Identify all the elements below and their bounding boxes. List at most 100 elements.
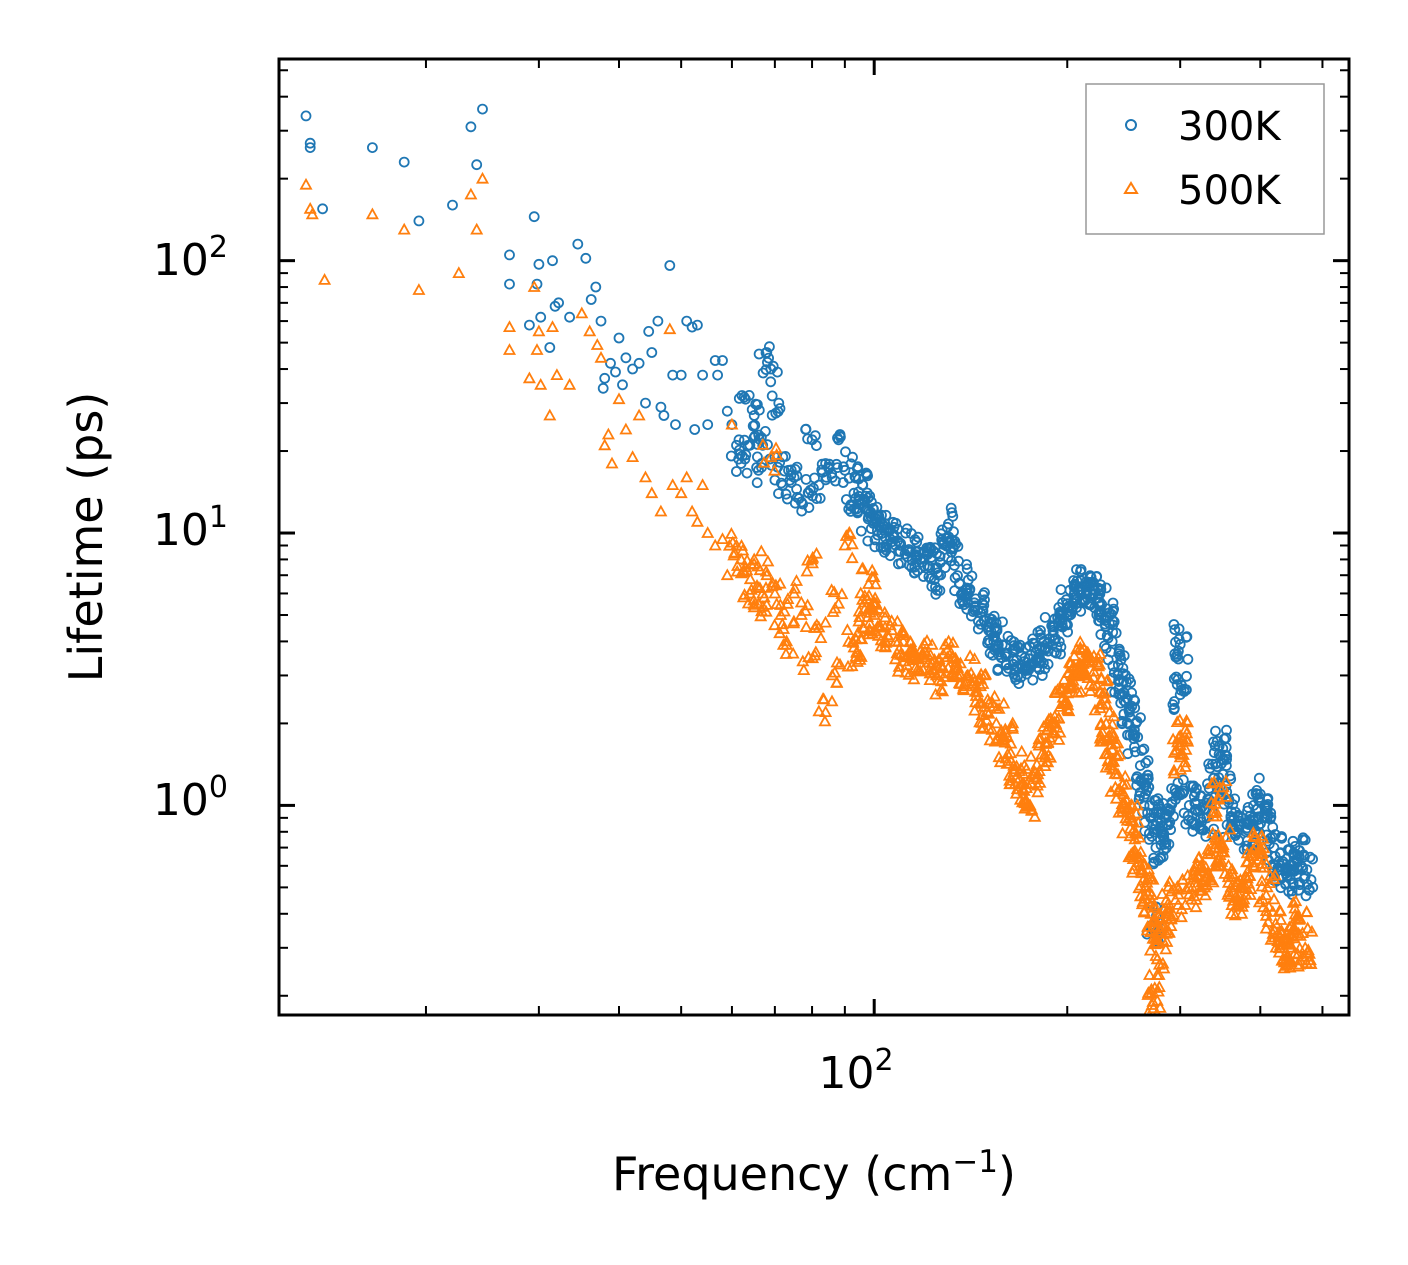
data-point [909,567,920,578]
data-point [743,572,757,585]
data-point [674,486,688,499]
data-point [1152,968,1166,980]
data-point [1293,884,1305,896]
data-point [1067,649,1081,661]
data-point [857,479,868,491]
data-point [1128,832,1142,845]
data-point [1168,619,1180,630]
data-point [830,475,841,487]
data-point [838,538,852,551]
data-point [801,598,815,611]
data-point [1137,904,1151,917]
data-point [1219,830,1233,842]
data-point [1130,798,1144,811]
data-point [832,462,843,474]
data-point [847,451,858,463]
data-point [789,463,801,475]
data-point [958,599,970,611]
data-point [1219,749,1231,761]
data-point [1159,926,1173,939]
data-point [553,297,564,309]
data-point [1035,625,1046,636]
data-point [843,527,857,540]
data-point [1074,581,1085,592]
data-point [835,431,846,443]
data-point [1182,810,1194,822]
data-point [1208,747,1220,758]
data-point [988,734,1002,747]
data-point [1143,870,1157,882]
data-point [892,642,906,655]
data-point [1176,679,1187,691]
data-point [1244,882,1258,894]
data-point [1189,893,1203,905]
data-point [733,392,745,404]
data-point [366,142,378,154]
data-point [626,450,640,462]
data-point [605,456,619,469]
data-point [535,311,547,323]
data-point [1128,843,1142,856]
data-point [1257,841,1271,854]
data-point [739,453,751,465]
data-point [1219,774,1233,786]
data-point [789,497,801,509]
data-point [741,596,755,609]
data-point [654,504,668,517]
data-point [1126,852,1140,864]
data-point [717,355,728,366]
data-point [681,315,693,327]
data-point [788,581,802,594]
data-point [545,320,560,332]
data-point [1048,685,1062,697]
data-point [1106,729,1120,742]
data-point [1211,736,1223,747]
data-point [1198,888,1213,901]
data-point [1119,811,1133,824]
data-point [880,544,892,556]
data-point [740,563,754,576]
data-point [862,577,876,589]
data-point [773,576,787,589]
data-point [1113,689,1125,700]
data-point [867,597,881,610]
data-point [850,644,864,657]
data-point [1074,685,1088,697]
data-point [1219,789,1233,802]
data-point [852,461,864,473]
data-point [809,645,823,658]
data-point [838,461,849,473]
data-point [1117,668,1129,680]
data-point [799,620,813,632]
data-point [1074,643,1088,656]
data-point [464,187,478,200]
data-point [1211,828,1225,840]
data-point [1108,616,1120,628]
data-point [680,470,694,483]
data-point [1289,911,1303,924]
data-point [726,535,740,548]
data-point [1194,883,1208,896]
data-point [502,343,517,355]
data-point [749,419,761,431]
data-point [1213,848,1227,860]
data-point [617,379,628,391]
y-tick-label-1: 100 [153,770,228,826]
data-point [590,281,602,293]
data-point [1124,729,1136,741]
data-point [1267,892,1281,905]
data-point [317,203,329,215]
legend-frame [1085,83,1325,235]
data-point [1118,687,1130,699]
data-point [572,238,584,250]
data-point [1052,733,1066,745]
data-point [1164,884,1178,897]
data-point [1301,921,1315,934]
data-point [1164,919,1178,931]
data-point [686,321,698,333]
data-point [767,360,779,372]
data-point [1179,713,1194,726]
data-point [1142,968,1157,980]
data-point [522,371,536,384]
data-point [1015,744,1029,757]
